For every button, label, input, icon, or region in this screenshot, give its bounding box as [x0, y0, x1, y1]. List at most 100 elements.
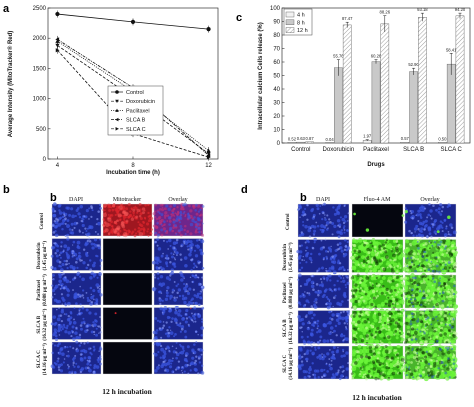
- panel-b-dapi-cell-nucleus: [85, 266, 88, 270]
- panel-b-dapi-cell-nucleus: [67, 365, 70, 368]
- panel-b-dapi-cell-nucleus: [63, 244, 68, 249]
- panel-b-overlay-cell-nucleus: [173, 335, 176, 338]
- panel-d-overlay-cell-nucleus: [419, 206, 422, 210]
- panel-b-dapi-cell-nucleus: [78, 230, 82, 233]
- panel-b-overlay-cell: [152, 202, 205, 237]
- panel-b-overlay-cell-nucleus: [195, 228, 198, 231]
- panel-d-fluo-cell-nucleus: [391, 250, 394, 253]
- panel-d-overlay-cell-nucleus: [416, 359, 419, 362]
- panel-d-overlay-cell-nucleus: [412, 356, 417, 360]
- data-label-8-h: 52.90: [408, 62, 419, 67]
- panel-d-dapi-cell-nucleus: [346, 281, 350, 285]
- panel-d-fluo-cell-nucleus: [363, 320, 367, 324]
- panel-d-dapi-cell-nucleus: [302, 339, 306, 343]
- panel-b-dapi-cell-nucleus: [89, 300, 92, 302]
- panel-b-dapi-cell-nucleus: [54, 284, 59, 289]
- panel-d-overlay-cell-nucleus: [416, 287, 419, 291]
- panel-d-dapi-cell-nucleus: [316, 207, 320, 211]
- panel-b-overlay-cell-nucleus: [163, 207, 167, 211]
- chart-c-ytick-label: 20: [273, 114, 280, 120]
- panel-b-overlay-cell-nucleus: [200, 326, 205, 330]
- panel-b-dapi-cell-nucleus: [58, 368, 61, 372]
- panel-b-overlay-cell-nucleus: [165, 291, 169, 295]
- panel-b-dapi-cell-nucleus: [93, 370, 95, 373]
- panel-b-dapi-cell-nucleus: [62, 277, 65, 281]
- panel-d-overlay-cell-nucleus: [443, 286, 447, 290]
- panel-b-dapi-cell-nucleus: [98, 203, 102, 207]
- panel-d-overlay-cell-nucleus: [422, 304, 425, 308]
- panel-d-overlay-cell-nucleus: [432, 204, 435, 207]
- panel-d-fluo-cell-nucleus: [376, 326, 380, 330]
- panel-d-fluo-cell-nucleus: [365, 228, 370, 232]
- panel-b-mito-cell-nucleus: [105, 222, 110, 227]
- panel-d-overlay-cell-nucleus: [404, 334, 408, 338]
- panel-d-fluo-cell-nucleus: [367, 355, 371, 360]
- panel-d-dapi-cell-nucleus: [308, 371, 311, 374]
- panel-d-fluo-cell-nucleus: [376, 294, 380, 298]
- panel-b-dapi-cell-nucleus: [53, 322, 57, 326]
- panel-d-fluo-cell-nucleus: [381, 243, 385, 247]
- panel-b-overlay-cell-nucleus: [177, 366, 180, 369]
- panel-b-mito-cell-nucleus: [129, 213, 133, 217]
- panel-b-overlay-cell-nucleus: [158, 266, 161, 270]
- panel-b-dapi-cell-nucleus: [52, 315, 57, 319]
- panel-d-overlay-cell-nucleus: [412, 298, 415, 301]
- panel-b-overlay-cell-nucleus: [168, 310, 171, 313]
- panel-b-row-label-line: (0.088 μg ml⁻¹): [42, 274, 48, 306]
- panel-b-overlay-cell-nucleus: [157, 277, 160, 280]
- panel-d-fluo-cell-nucleus: [391, 302, 394, 306]
- panel-b-overlay-cell-nucleus: [197, 218, 201, 222]
- panel-b-mito-cell: [102, 341, 153, 375]
- panel-b-dapi-cell-border: [51, 307, 102, 340]
- panel-d-fluo-cell-nucleus: [370, 302, 374, 307]
- panel-b-mito-cell-nucleus: [133, 234, 137, 238]
- panel-d-dapi-cell-nucleus: [298, 268, 302, 272]
- panel-b-overlay-cell-nucleus: [184, 263, 188, 268]
- panel-c-label: c: [236, 12, 242, 24]
- panel-b-overlay-cell-nucleus: [161, 269, 163, 271]
- panel-b-dapi-cell-nucleus: [73, 295, 78, 300]
- panel-d-overlay-cell-nucleus: [410, 312, 414, 316]
- panel-d-overlay-cell-nucleus: [446, 338, 450, 342]
- panel-b-dapi-cell-nucleus: [86, 227, 89, 230]
- panel-d-fluo-cell-nucleus: [351, 349, 357, 354]
- panel-b-overlay-cell-nucleus: [171, 212, 175, 217]
- panel-d-overlay-cell-nucleus: [446, 306, 449, 309]
- panel-d-dapi-cell-nucleus: [304, 291, 306, 293]
- panel-b-dapi-cell-nucleus: [73, 365, 76, 368]
- panel-d-fluo-cell-nucleus: [374, 333, 377, 337]
- panel-b-overlay-cell-nucleus: [168, 326, 171, 329]
- panel-d-overlay-cell-nucleus: [428, 240, 431, 243]
- panel-b-dapi-cell-nucleus: [53, 219, 57, 223]
- panel-b-overlay-cell-nucleus: [190, 361, 195, 366]
- panel-d-overlay-cell-nucleus: [439, 203, 443, 207]
- panel-d-overlay-cell-nucleus: [414, 261, 420, 266]
- panel-d-dapi-cell-nucleus: [306, 291, 309, 295]
- panel-d-overlay-cell-nucleus: [439, 277, 442, 280]
- panel-d-overlay-cell-nucleus: [407, 360, 411, 364]
- panel-d-overlay-cell-nucleus: [418, 290, 422, 293]
- panel-d-overlay-cell-nucleus: [430, 359, 433, 362]
- panel-b-dapi-cell-nucleus: [81, 277, 85, 282]
- panel-d-dapi-cell-nucleus: [331, 221, 335, 225]
- panel-d-overlay-cell-nucleus: [427, 289, 431, 293]
- chart-c-ytick-label: 30: [273, 101, 280, 107]
- panel-b-overlay-cell-nucleus: [166, 220, 169, 222]
- panel-d-dapi-cell-nucleus: [304, 225, 308, 229]
- panel-b-overlay-cell-nucleus: [166, 286, 170, 290]
- panel-d-dapi-cell-nucleus: [331, 350, 335, 354]
- panel-d-dapi-cell-nucleus: [304, 303, 307, 306]
- panel-d-overlay-cell-nucleus: [449, 233, 452, 237]
- panel-d-dapi-cell-nucleus: [299, 216, 301, 218]
- panel-d-overlay-cell-nucleus: [439, 321, 443, 325]
- panel-b-overlay-cell-nucleus: [185, 317, 189, 320]
- data-label-12-h: 93.18: [417, 7, 428, 12]
- legend-marker-paclitaxel: [115, 108, 119, 112]
- panel-d-dapi-cell: [297, 345, 350, 381]
- panel-b-overlay-cell-nucleus: [154, 203, 158, 207]
- panel-d-fluo-cell-nucleus: [353, 212, 356, 216]
- panel-d-dapi-cell-nucleus: [310, 259, 313, 262]
- panel-d-fluo-cell-nucleus: [359, 310, 363, 314]
- panel-b-overlay-cell-nucleus: [169, 274, 172, 277]
